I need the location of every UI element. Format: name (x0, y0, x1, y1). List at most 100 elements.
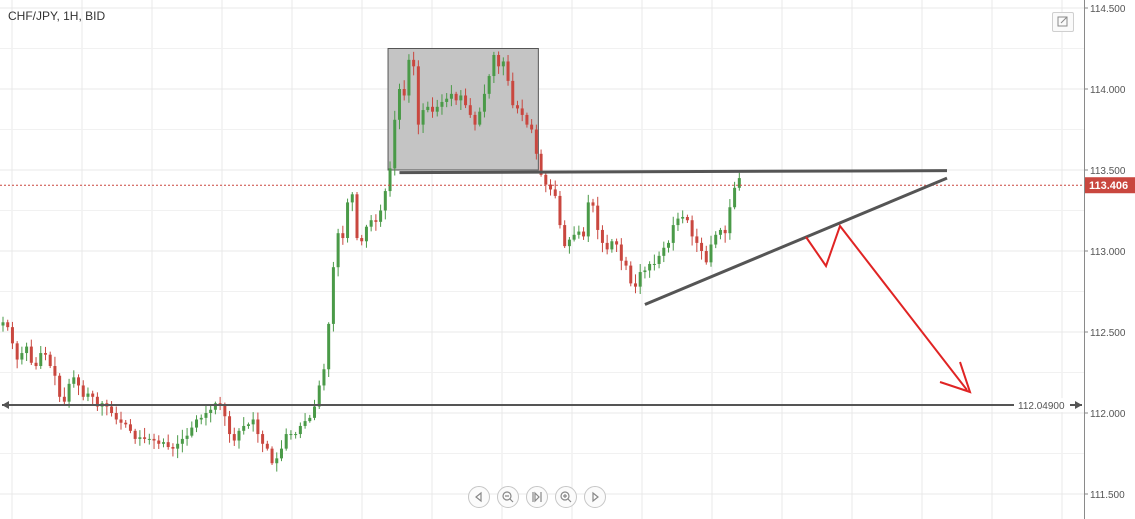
candle (511, 72, 515, 109)
candle-body (341, 233, 345, 239)
candle-body (77, 377, 81, 386)
candle-body (445, 98, 449, 102)
candle (667, 240, 671, 253)
candle (350, 192, 354, 212)
candle (48, 351, 52, 369)
candle-body (482, 93, 486, 112)
candle-body (629, 265, 633, 284)
candle (152, 433, 156, 449)
candle (20, 346, 24, 365)
candle (213, 401, 217, 415)
candle-body (468, 105, 472, 115)
candle (190, 421, 194, 438)
candle-body (180, 438, 184, 444)
candle-body (416, 66, 420, 125)
candle-body (709, 244, 713, 263)
candle-body (81, 385, 85, 397)
level-left-arrow (2, 401, 9, 410)
candle-body (364, 226, 368, 242)
candle-body (667, 242, 671, 248)
projection-arrow (805, 223, 968, 391)
candle (530, 119, 534, 134)
candle (62, 387, 66, 405)
level-label-bg (1014, 398, 1070, 413)
candle-body (223, 404, 227, 417)
candle (171, 443, 175, 457)
candle (473, 111, 477, 131)
candle-body (563, 225, 567, 247)
candle-body (228, 416, 232, 435)
scroll-left-button[interactable] (468, 486, 490, 508)
candle-body (558, 195, 562, 226)
candle-body (313, 406, 317, 418)
candle-body (110, 406, 114, 413)
candle (308, 414, 312, 423)
candle-body (279, 448, 283, 459)
candle (407, 54, 411, 103)
candle (313, 399, 317, 421)
candle-body (114, 413, 118, 420)
candle (355, 192, 359, 241)
reset-button[interactable] (526, 486, 548, 508)
candle (284, 428, 288, 451)
candle-body (440, 101, 444, 107)
candle (709, 235, 713, 267)
candle (195, 415, 199, 433)
candle (431, 97, 435, 118)
candle-body (407, 59, 411, 96)
candle (138, 430, 142, 446)
candle (700, 237, 704, 260)
candle-body (383, 191, 387, 211)
candle (383, 188, 387, 220)
candle-body (322, 369, 326, 386)
candle (209, 405, 213, 423)
resistance-line (399, 169, 948, 175)
candle (718, 227, 722, 240)
candle (298, 422, 302, 439)
price-tick-label: 113.500 (1090, 166, 1126, 177)
candle (586, 194, 590, 243)
candle-body (695, 236, 699, 243)
candle (619, 238, 623, 271)
candle-body (185, 435, 189, 439)
candle (25, 342, 29, 362)
chart-title: CHF/JPY, 1H, BID (8, 9, 106, 23)
candle (690, 215, 694, 246)
candle-body (615, 241, 619, 245)
level-right-arrow (1075, 401, 1082, 410)
candle (43, 346, 47, 361)
candle-body (685, 216, 689, 221)
candle-body (124, 422, 128, 425)
candle-body (515, 105, 519, 109)
candle (119, 411, 123, 430)
candle (360, 234, 364, 246)
expand-button[interactable] (1052, 12, 1074, 32)
scroll-right-button[interactable] (584, 486, 606, 508)
candle (133, 428, 137, 444)
candle-body (232, 434, 236, 441)
annotation-layer-front: 112.04900 (0, 169, 1084, 413)
candle (487, 74, 491, 99)
candle (723, 225, 727, 243)
zoom-out-button[interactable] (497, 486, 519, 508)
candle-body (397, 89, 401, 120)
candle-body (676, 218, 680, 226)
candle (515, 100, 519, 114)
candle-body (426, 106, 430, 111)
candle (582, 227, 586, 240)
candle (161, 438, 165, 448)
candle-body (48, 354, 52, 367)
candle-body (464, 95, 468, 106)
candle (223, 402, 227, 426)
candle-body (553, 189, 557, 196)
candle (685, 214, 689, 223)
zoom-in-button[interactable] (555, 486, 577, 508)
candle (525, 112, 529, 128)
candle (176, 435, 180, 459)
candle-body (242, 425, 246, 431)
candle (558, 191, 562, 229)
candle-body (284, 434, 288, 449)
candle (397, 83, 401, 130)
candle (53, 356, 57, 386)
